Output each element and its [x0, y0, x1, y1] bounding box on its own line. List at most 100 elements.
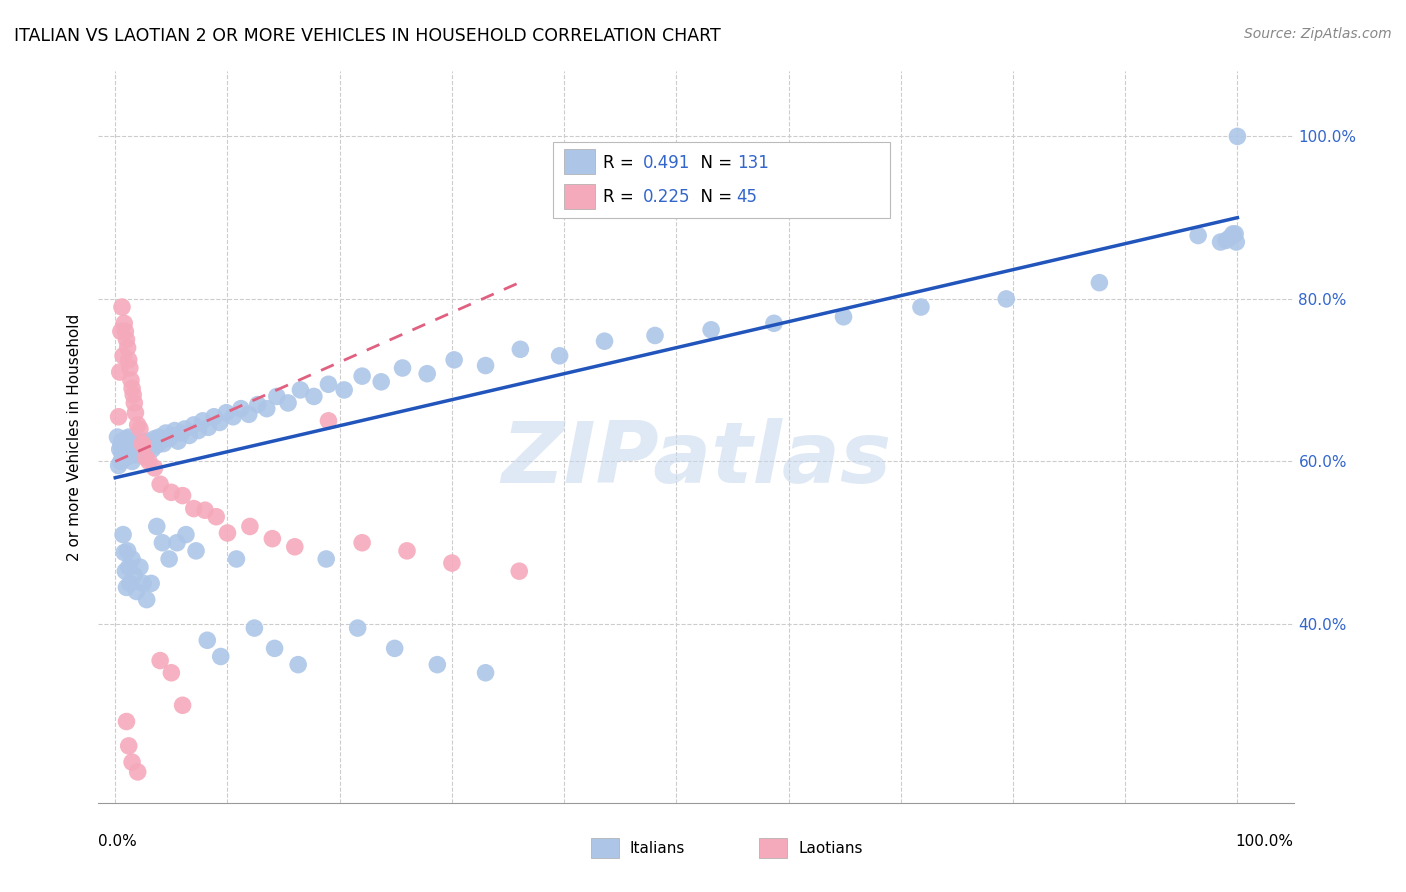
Point	[266, 389, 288, 403]
Point	[150, 535, 173, 549]
Point	[167, 434, 190, 449]
Point	[146, 438, 169, 452]
Point	[121, 440, 143, 454]
Point	[149, 477, 172, 491]
Point	[114, 434, 136, 449]
Point	[174, 527, 197, 541]
Text: Laotians: Laotians	[799, 841, 863, 855]
Point	[183, 501, 205, 516]
Point	[426, 657, 449, 672]
Point	[122, 388, 145, 402]
Point	[202, 409, 225, 424]
Point	[110, 325, 132, 339]
Point	[129, 560, 152, 574]
Point	[127, 434, 149, 449]
Point	[131, 442, 153, 457]
Point	[222, 409, 245, 424]
Point	[215, 406, 238, 420]
Point	[141, 442, 163, 457]
Point	[120, 444, 142, 458]
Point	[132, 576, 155, 591]
Point	[112, 440, 135, 454]
Point	[129, 422, 152, 436]
Text: 131: 131	[737, 154, 769, 172]
Text: ITALIAN VS LAOTIAN 2 OR MORE VEHICLES IN HOUSEHOLD CORRELATION CHART: ITALIAN VS LAOTIAN 2 OR MORE VEHICLES IN…	[14, 27, 721, 45]
Point	[644, 328, 666, 343]
Point	[114, 444, 136, 458]
Point	[238, 407, 260, 421]
Point	[184, 544, 207, 558]
Point	[762, 316, 785, 330]
Point	[118, 361, 141, 376]
Point	[135, 444, 157, 458]
Point	[315, 552, 337, 566]
Point	[318, 414, 340, 428]
Point	[152, 436, 174, 450]
Point	[124, 406, 146, 420]
Point	[166, 535, 188, 549]
Point	[179, 428, 201, 442]
Point	[141, 436, 163, 450]
Point	[910, 300, 932, 314]
Point	[127, 764, 149, 779]
Point	[172, 698, 194, 713]
Point	[1209, 235, 1232, 249]
Point	[391, 361, 413, 376]
Point	[333, 383, 356, 397]
Point	[440, 556, 463, 570]
Text: 0.225: 0.225	[643, 188, 690, 206]
Point	[112, 450, 135, 465]
Text: ZIPatlas: ZIPatlas	[501, 417, 891, 500]
Point	[262, 532, 284, 546]
Text: N =: N =	[690, 188, 738, 206]
Point	[134, 440, 156, 454]
Point	[112, 349, 135, 363]
Point	[384, 641, 406, 656]
Point	[132, 438, 155, 452]
Point	[1219, 231, 1241, 245]
Point	[474, 665, 496, 680]
Text: 0.0%: 0.0%	[98, 834, 138, 849]
Point	[117, 436, 139, 450]
Point	[120, 373, 142, 387]
Point	[160, 665, 183, 680]
Point	[290, 383, 312, 397]
Y-axis label: 2 or more Vehicles in Household: 2 or more Vehicles in Household	[67, 313, 83, 561]
Point	[143, 432, 166, 446]
Point	[115, 581, 138, 595]
Point	[112, 316, 135, 330]
Point	[287, 657, 309, 672]
Point	[163, 424, 186, 438]
Point	[195, 633, 218, 648]
Point	[118, 576, 141, 591]
Text: R =: R =	[603, 188, 640, 206]
Point	[135, 592, 157, 607]
Point	[111, 300, 134, 314]
Point	[256, 401, 278, 416]
Point	[112, 545, 135, 559]
Point	[1226, 129, 1249, 144]
Point	[115, 333, 138, 347]
Point	[148, 430, 170, 444]
Point	[125, 584, 148, 599]
Point	[121, 381, 143, 395]
Point	[217, 526, 239, 541]
Point	[246, 398, 269, 412]
Point	[124, 396, 146, 410]
Point	[155, 425, 177, 440]
Point	[208, 416, 231, 430]
Point	[111, 434, 134, 449]
Point	[318, 377, 340, 392]
Point	[149, 654, 172, 668]
Point	[1215, 234, 1237, 248]
Point	[115, 714, 138, 729]
Point	[121, 755, 143, 769]
Point	[118, 352, 141, 367]
Point	[157, 552, 180, 566]
Text: 0.491: 0.491	[643, 154, 690, 172]
Point	[107, 458, 129, 473]
Point	[111, 446, 134, 460]
Point	[302, 389, 325, 403]
Point	[115, 450, 138, 465]
Point	[138, 454, 160, 468]
